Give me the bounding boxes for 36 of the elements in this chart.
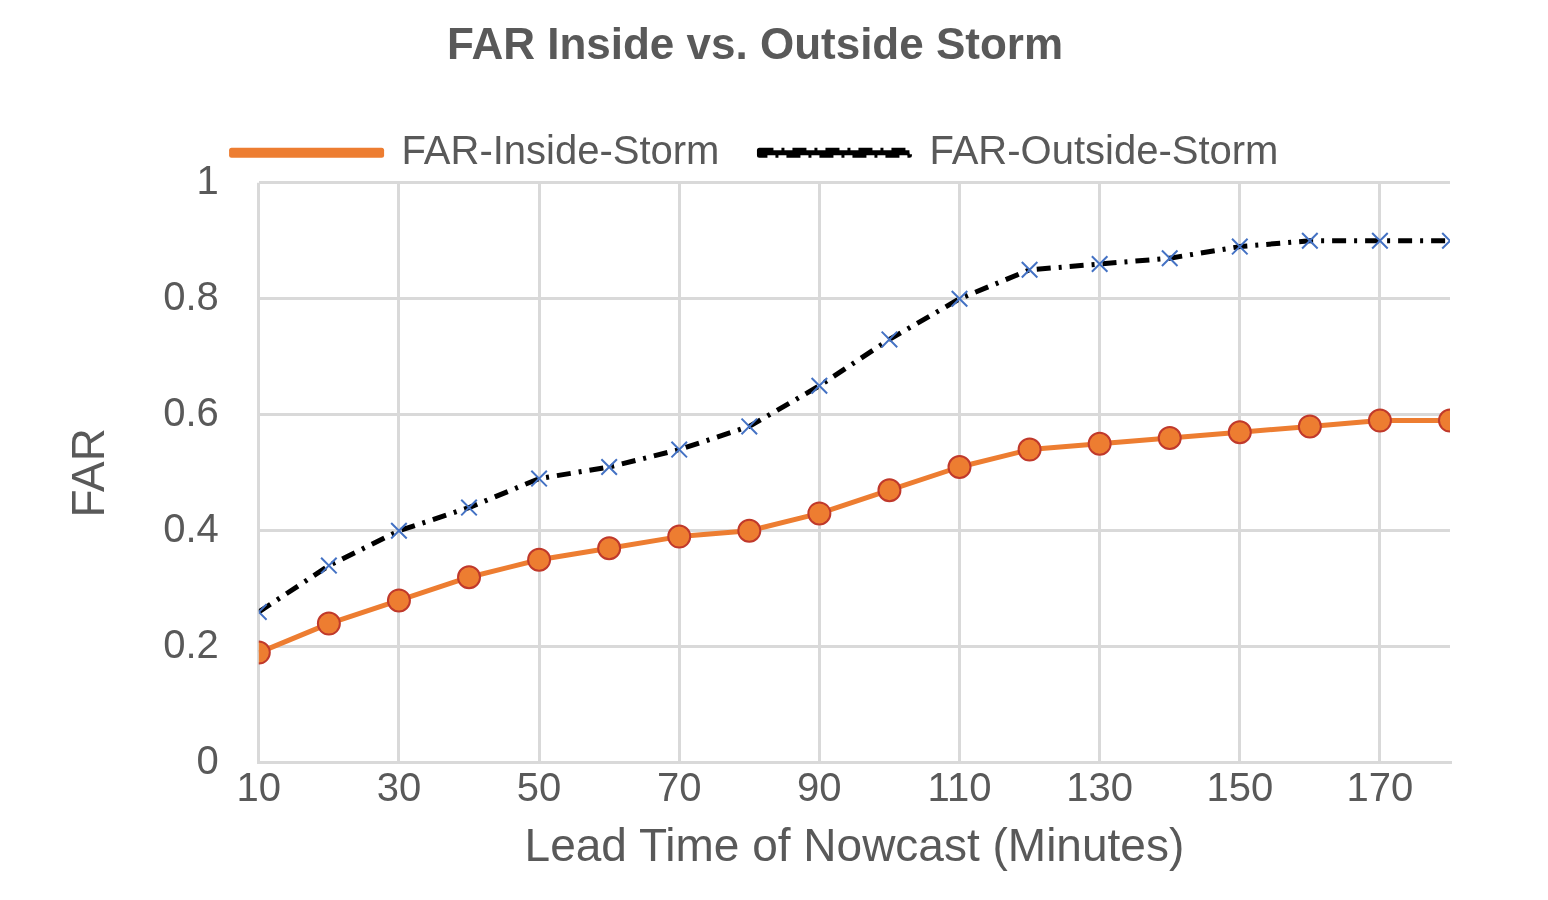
point <box>807 501 832 526</box>
point <box>877 478 902 503</box>
y-tick-label: 0.4 <box>163 505 219 550</box>
point <box>457 565 482 590</box>
point <box>1017 437 1042 462</box>
x-axis-title: Lead Time of Nowcast (Minutes) <box>524 819 1185 872</box>
y-tick-label: 0.8 <box>163 273 219 318</box>
x-tick-label: 90 <box>797 764 842 809</box>
point <box>527 547 552 572</box>
point <box>316 611 341 636</box>
legend-label: FAR-Outside-Storm <box>929 127 1279 172</box>
x-tick-label: 50 <box>516 764 562 809</box>
point <box>667 524 692 549</box>
point <box>1157 426 1182 450</box>
point <box>386 588 411 613</box>
chart-title: FAR Inside vs. Outside Storm <box>446 18 1064 68</box>
x-tick-label: 10 <box>236 764 282 809</box>
point <box>1297 414 1322 439</box>
y-tick-label: 0 <box>196 737 219 782</box>
y-tick-label: 0.2 <box>163 621 219 666</box>
x-tick-label: 30 <box>376 764 422 809</box>
x-tick-label: 170 <box>1346 764 1414 809</box>
y-axis-title: FAR <box>62 428 115 518</box>
y-tick-label: 1 <box>196 157 219 202</box>
point <box>597 536 622 561</box>
y-tick-label: 0.6 <box>163 389 219 434</box>
point <box>737 518 762 543</box>
point <box>947 455 972 479</box>
point <box>1087 431 1112 456</box>
point <box>1227 420 1252 445</box>
x-tick-label: 70 <box>656 764 702 809</box>
x-tick-label: 130 <box>1066 764 1134 809</box>
legend-label: FAR-Inside-Storm <box>401 127 720 172</box>
x-tick-label: 150 <box>1206 764 1274 809</box>
x-tick-label: 110 <box>927 764 992 809</box>
point <box>1367 408 1392 433</box>
